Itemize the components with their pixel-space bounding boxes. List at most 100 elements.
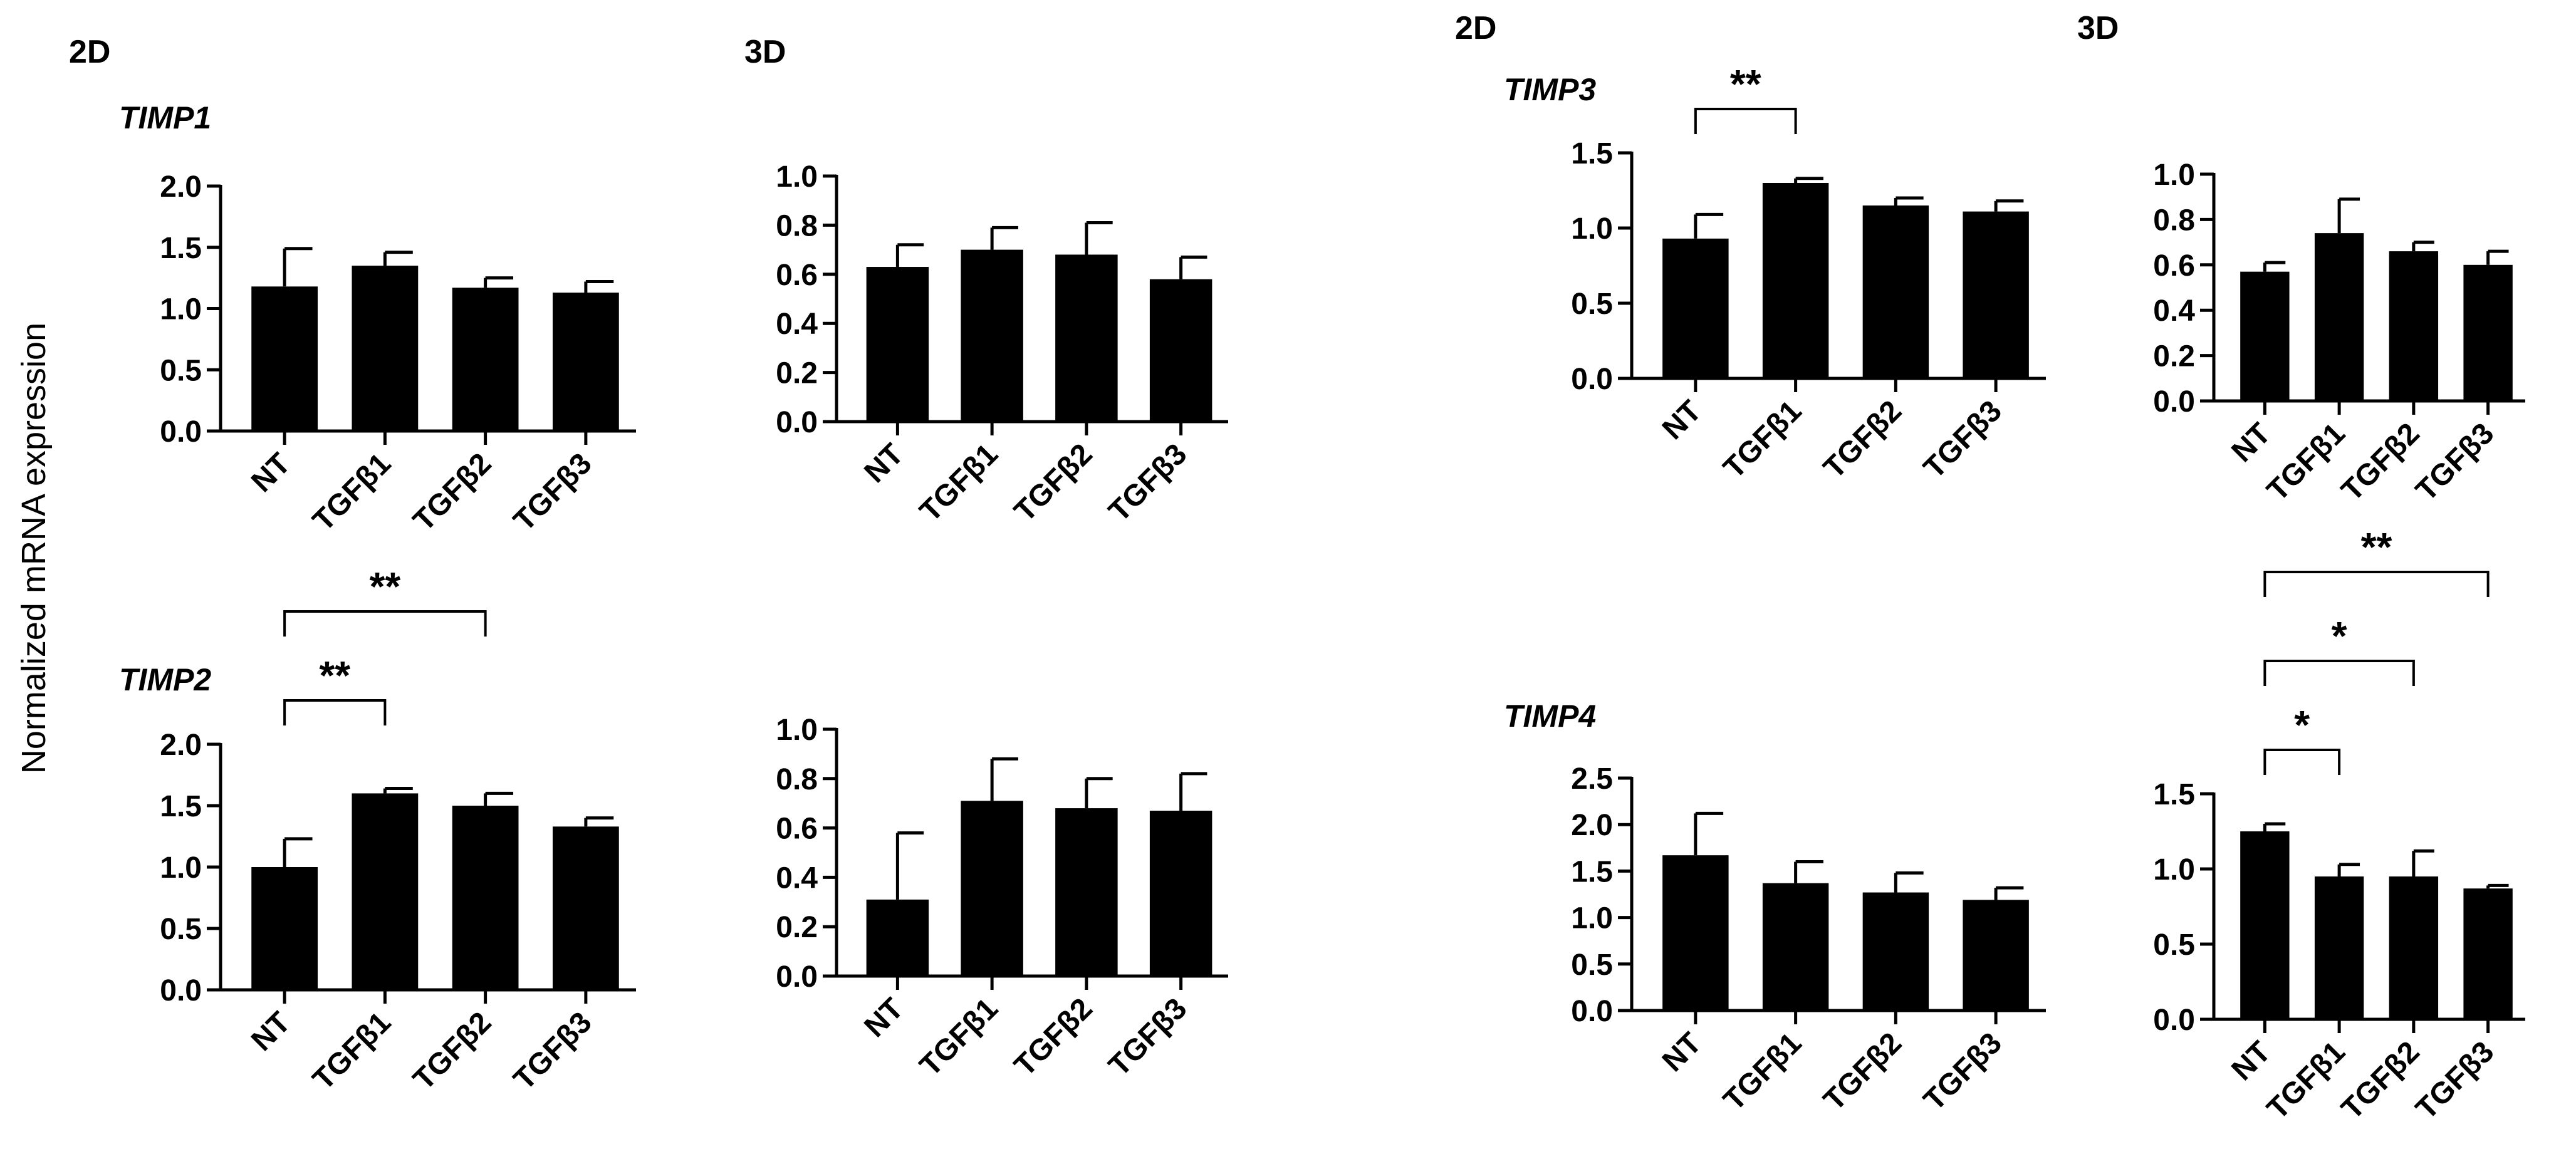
y-tick-label: 1.0 <box>776 714 818 747</box>
y-tick-label: 0.5 <box>160 913 202 946</box>
significance-label: ** <box>2361 524 2392 569</box>
x-tick-label: NT <box>245 1006 297 1058</box>
bar-TGFβ2 <box>1055 808 1118 976</box>
bar-TGFβ3 <box>1149 279 1212 422</box>
bar-TGFβ2 <box>2389 251 2439 401</box>
x-tick-label: TGFβ2 <box>1008 992 1099 1083</box>
x-tick-label: TGFβ2 <box>1817 1026 1908 1117</box>
gene-title: TIMP3 <box>1504 72 1596 107</box>
y-tick-label: 1.0 <box>776 160 818 194</box>
significance-bracket <box>283 699 387 725</box>
y-tick-label: 0.5 <box>2153 928 2195 962</box>
gene-title: TIMP1 <box>119 100 211 135</box>
y-tick-label: 2.5 <box>1571 762 1613 796</box>
significance-bracket <box>2263 660 2415 686</box>
bar-TGFβ1 <box>2314 233 2364 401</box>
chart-timp2-2d: TIMP2 0.0 0.5 1.0 1.5 2.0 NT TGFβ1 TGFβ2 TGFβ3 ** *… <box>119 564 636 1096</box>
x-tick-label: TGFβ3 <box>1102 992 1193 1083</box>
y-tick-label: 1.5 <box>1571 855 1613 888</box>
x-tick-label: TGFβ1 <box>1717 394 1808 485</box>
x-tick-label: TGFβ2 <box>1008 437 1099 528</box>
bar-TGFβ3 <box>552 826 619 990</box>
bar-TGFβ2 <box>2389 876 2439 1019</box>
significance-bracket <box>1694 108 1797 134</box>
bar-TGFβ2 <box>1862 205 1929 378</box>
x-tick-label: TGFβ2 <box>2335 1035 2426 1126</box>
y-tick-label: 0.8 <box>2153 204 2195 237</box>
bar-TGFβ3 <box>2463 264 2513 401</box>
y-tick-label: 0.0 <box>160 415 202 449</box>
y-tick-label: 1.0 <box>1571 902 1613 935</box>
bar-TGFβ2 <box>1055 254 1118 422</box>
bar-NT <box>2240 271 2290 401</box>
bar-TGFβ1 <box>352 266 419 431</box>
column-label-2d-right: 2D <box>1455 10 1496 46</box>
y-tick-label: 1.0 <box>2153 853 2195 886</box>
y-tick-label: 1.5 <box>1571 137 1613 170</box>
y-tick-label: 0.0 <box>1571 363 1613 396</box>
x-tick-label: TGFβ3 <box>2409 1035 2500 1126</box>
y-tick-label: 0.2 <box>776 911 818 944</box>
bar-TGFβ2 <box>452 806 519 990</box>
bar-TGFβ3 <box>552 293 619 431</box>
x-tick-label: TGFβ1 <box>914 437 1004 528</box>
bar-TGFβ2 <box>452 288 519 431</box>
significance-bracket <box>2263 749 2341 775</box>
bar-TGFβ3 <box>1963 900 2029 1011</box>
bar-NT <box>251 867 318 990</box>
x-tick-label: TGFβ2 <box>407 1006 498 1096</box>
y-tick-label: 1.5 <box>160 232 202 265</box>
y-tick-label: 1.0 <box>160 293 202 326</box>
y-tick-label: 1.5 <box>160 790 202 823</box>
chart-timp1-2d: TIMP1 0.0 0.5 1.0 1.5 2.0 NT TGFβ1 TGFβ2 TGFβ3 <box>119 100 636 538</box>
x-tick-label: TGFβ1 <box>2261 1035 2352 1126</box>
bar-TGFβ3 <box>1963 211 2029 378</box>
column-label-3d-right: 3D <box>2077 10 2119 46</box>
bar-TGFβ2 <box>1862 892 1929 1011</box>
y-tick-label: 2.0 <box>1571 809 1613 842</box>
y-tick-label: 0.2 <box>776 357 818 390</box>
bar-TGFβ3 <box>2463 888 2513 1019</box>
bar-TGFβ1 <box>961 249 1023 422</box>
significance-label: * <box>2332 613 2347 658</box>
x-tick-label: TGFβ1 <box>2261 417 2352 507</box>
y-tick-label: 0.0 <box>160 974 202 1007</box>
x-tick-label: NT <box>858 437 910 489</box>
bar-TGFβ1 <box>2314 876 2364 1019</box>
chart-timp3-2d: TIMP3 0.0 0.5 1.0 1.5 NT TGFβ1 TGFβ2 TGFβ3 ** <box>1504 61 2046 485</box>
y-tick-label: 0.5 <box>1571 949 1613 982</box>
x-tick-label: TGFβ3 <box>2409 417 2500 507</box>
y-tick-label: 2.0 <box>160 729 202 762</box>
x-tick-label: TGFβ2 <box>407 447 498 538</box>
y-tick-label: 0.0 <box>776 406 818 439</box>
y-tick-label: 0.2 <box>2153 340 2195 373</box>
bar-TGFβ1 <box>961 801 1023 976</box>
y-tick-label: 0.4 <box>776 308 818 341</box>
bar-NT <box>2240 831 2290 1019</box>
y-tick-label: 0.5 <box>160 354 202 387</box>
y-tick-label: 0.6 <box>776 259 818 292</box>
y-tick-label: 0.0 <box>2153 1004 2195 1037</box>
y-tick-label: 0.0 <box>1571 995 1613 1028</box>
significance-bracket <box>283 610 487 637</box>
y-tick-label: 2.0 <box>160 170 202 204</box>
y-tick-label: 0.6 <box>776 813 818 846</box>
bar-NT <box>1662 855 1729 1011</box>
gene-title: TIMP2 <box>119 662 211 697</box>
x-tick-label: TGFβ3 <box>1102 437 1193 528</box>
column-label-2d-left: 2D <box>69 34 110 70</box>
x-tick-label: NT <box>858 992 910 1044</box>
y-tick-label: 1.0 <box>160 851 202 885</box>
bar-NT <box>1662 238 1729 378</box>
chart-timp2-3d: 0.0 0.2 0.4 0.6 0.8 1.0 NT TGFβ1 TGFβ2 TGFβ3 <box>776 714 1228 1083</box>
x-tick-label: NT <box>1656 394 1708 446</box>
chart-timp1-3d: 0.0 0.2 0.4 0.6 0.8 1.0 NT TGFβ1 TGFβ2 TGFβ3 <box>776 160 1228 528</box>
bar-TGFβ1 <box>1762 883 1829 1011</box>
y-tick-label: 0.5 <box>1571 288 1613 321</box>
bar-TGFβ3 <box>1149 811 1212 976</box>
x-tick-label: TGFβ3 <box>508 447 598 538</box>
bar-TGFβ1 <box>1762 183 1829 378</box>
x-tick-label: NT <box>2225 417 2277 469</box>
x-tick-label: NT <box>1656 1026 1708 1078</box>
x-tick-label: TGFβ3 <box>1917 1026 2008 1117</box>
